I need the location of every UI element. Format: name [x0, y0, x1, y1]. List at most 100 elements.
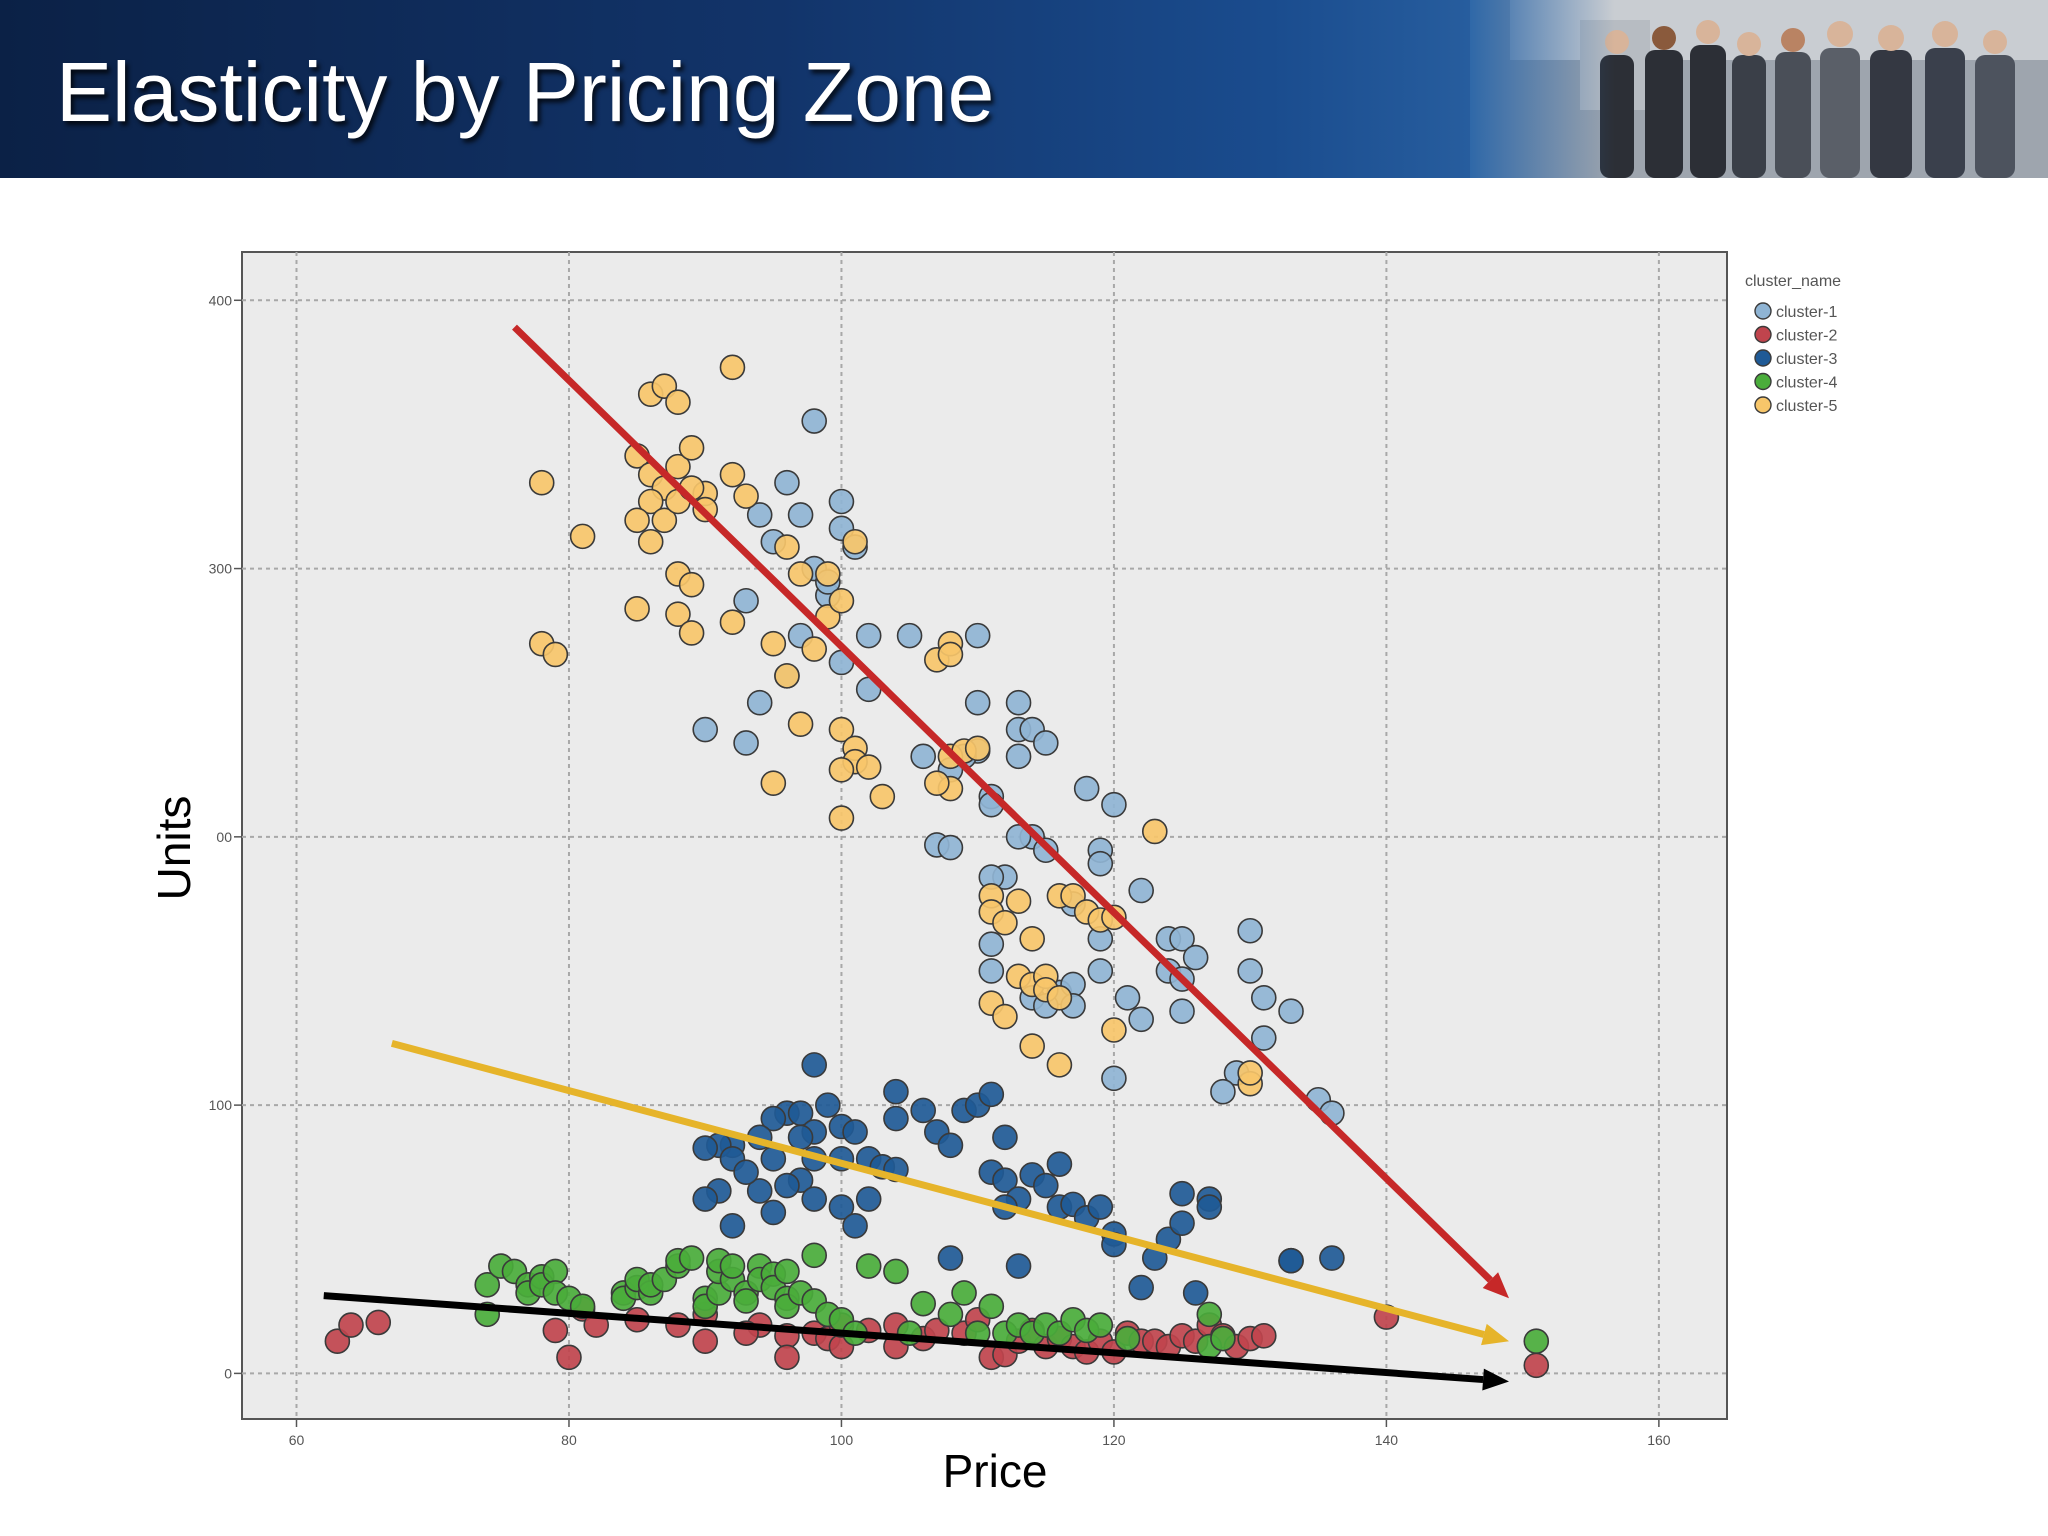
- cluster-4-point: [542, 1258, 569, 1285]
- cluster-5-point: [542, 641, 569, 668]
- cluster-5-point: [964, 735, 991, 762]
- cluster-3-point: [883, 1078, 909, 1105]
- x-tick-label: 100: [830, 1432, 854, 1448]
- cluster-2-point: [692, 1328, 719, 1354]
- cluster-5-point: [719, 354, 746, 381]
- cluster-5-point: [1019, 1033, 1045, 1059]
- cluster-3-point: [842, 1213, 868, 1239]
- cluster-3-point: [1033, 1172, 1059, 1199]
- cluster-5-point: [992, 1003, 1018, 1030]
- cluster-1-point: [1073, 775, 1100, 802]
- x-axis-label: Price: [943, 1445, 1048, 1497]
- series-cluster-3: [692, 1052, 1345, 1306]
- x-tick-label: 80: [561, 1432, 577, 1448]
- x-tick-label: 120: [1102, 1432, 1126, 1448]
- legend-swatch: [1754, 349, 1772, 367]
- cluster-3-point: [1169, 1210, 1195, 1236]
- cluster-4-point: [1196, 1301, 1223, 1328]
- cluster-5-point: [787, 561, 814, 587]
- x-tick-label: 140: [1375, 1432, 1399, 1448]
- trend-arrow-head: [1482, 1368, 1510, 1391]
- y-tick-label: 00: [216, 829, 232, 845]
- cluster-3-point: [815, 1092, 841, 1118]
- legend-label: cluster-1: [1776, 304, 1837, 321]
- cluster-2-point: [556, 1344, 582, 1371]
- cluster-5-point: [678, 435, 705, 461]
- cluster-1-point: [1250, 985, 1277, 1011]
- series-cluster-4: [474, 1242, 1550, 1360]
- cluster-1-point: [1182, 944, 1209, 971]
- cluster-1-point: [1087, 850, 1114, 877]
- cluster-5-point: [760, 630, 787, 657]
- trend-arrow-line: [390, 1040, 1485, 1338]
- cluster-4-point: [1210, 1325, 1236, 1352]
- legend-swatch: [1754, 396, 1772, 414]
- trend-arrow-head: [1482, 1272, 1510, 1299]
- cluster-1-point: [1237, 958, 1263, 984]
- cluster-1-point: [692, 716, 719, 743]
- y-tick-label: 400: [209, 292, 233, 308]
- cluster-3-point: [787, 1124, 814, 1151]
- cluster-1-point: [787, 502, 814, 528]
- cluster-5-point: [624, 596, 650, 622]
- cluster-5-point: [1005, 888, 1032, 915]
- cluster-5-point: [1101, 1017, 1127, 1043]
- cluster-5-point: [1237, 1060, 1263, 1086]
- cluster-5-point: [869, 783, 896, 810]
- cluster-5-point: [637, 528, 664, 555]
- cluster-1-point: [978, 958, 1005, 984]
- cluster-3-point: [828, 1194, 855, 1220]
- x-axis-ticks: 60 80 100 120 140 160: [289, 1419, 1671, 1448]
- cluster-4-point: [910, 1290, 936, 1317]
- cluster-1-point: [896, 622, 923, 649]
- cluster-4-point: [978, 1293, 1005, 1320]
- cluster-5-point: [1141, 818, 1168, 845]
- cluster-4-point: [474, 1272, 501, 1298]
- cluster-3-point: [1196, 1194, 1223, 1220]
- cluster-1-point: [1005, 689, 1032, 716]
- cluster-4-point: [774, 1258, 800, 1285]
- legend-label: cluster-3: [1776, 351, 1837, 368]
- legend-label: cluster-2: [1776, 328, 1837, 345]
- cluster-4-point: [1114, 1325, 1141, 1352]
- cluster-3-point: [1087, 1194, 1114, 1220]
- cluster-5-point: [787, 711, 814, 737]
- cluster-1-point: [746, 502, 773, 528]
- cluster-3-point: [719, 1213, 746, 1239]
- cluster-5-point: [651, 507, 678, 534]
- cluster-5-point: [855, 754, 882, 780]
- cluster-3-point: [760, 1199, 787, 1226]
- cluster-5-point: [801, 636, 828, 662]
- cluster-5-point: [1046, 985, 1073, 1011]
- cluster-3-point: [992, 1124, 1018, 1151]
- cluster-1-point: [910, 743, 936, 770]
- x-tick-label: 160: [1647, 1432, 1671, 1448]
- cluster-5-point: [937, 641, 964, 668]
- legend: cluster_name cluster-1 cluster-2 cluster-3…: [1745, 273, 1841, 415]
- cluster-3-point: [883, 1105, 909, 1132]
- cluster-1-point: [978, 931, 1005, 957]
- cluster-5-point: [992, 909, 1018, 936]
- cluster-3-point: [842, 1119, 868, 1145]
- cluster-1-point: [855, 622, 882, 649]
- cluster-5-point: [924, 770, 950, 796]
- cluster-4-point: [883, 1258, 909, 1285]
- page-title: Elasticity by Pricing Zone: [56, 45, 995, 139]
- cluster-1-point: [733, 587, 759, 614]
- cluster-5-point: [637, 488, 664, 515]
- cluster-1-point: [733, 730, 759, 756]
- cluster-5-point: [842, 528, 868, 555]
- cluster-3-point: [1182, 1280, 1209, 1306]
- cluster-5-point: [665, 453, 691, 480]
- cluster-3-point: [992, 1167, 1018, 1194]
- legend-label: cluster-4: [1776, 375, 1837, 392]
- cluster-1-point: [746, 689, 773, 716]
- cluster-3-point: [801, 1186, 828, 1212]
- cluster-5-point: [569, 523, 596, 550]
- cluster-5-point: [1046, 1052, 1073, 1078]
- trend-arrow-line: [323, 1292, 1484, 1384]
- cluster-3-point: [760, 1105, 787, 1132]
- cluster-1-point: [1033, 730, 1059, 756]
- cluster-1-point: [1005, 743, 1032, 770]
- cluster-4-point: [678, 1245, 705, 1271]
